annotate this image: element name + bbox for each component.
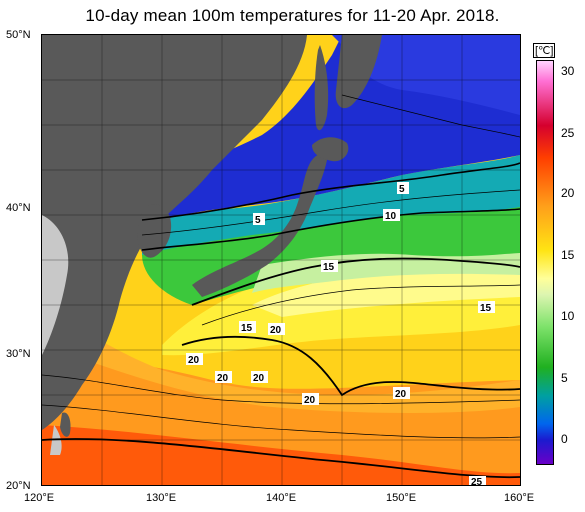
contour-label-20e: 20 bbox=[304, 395, 316, 406]
lat-label-40n: 40°N bbox=[6, 202, 31, 214]
contour-label-20b: 20 bbox=[188, 355, 200, 366]
lon-label-160e: 160°E bbox=[504, 492, 535, 504]
temperature-map: 5 5 10 15 15 15 20 20 20 20 20 20 25 bbox=[41, 34, 521, 486]
continent-land bbox=[42, 35, 307, 430]
lat-label-30n: 30°N bbox=[6, 348, 31, 360]
teal-zone bbox=[142, 155, 520, 255]
taiwan bbox=[60, 412, 71, 437]
contour-label-5a: 5 bbox=[255, 215, 261, 226]
isotherm-10 bbox=[141, 208, 520, 251]
japan-islands bbox=[192, 154, 327, 297]
contour-label-5b: 5 bbox=[399, 184, 405, 195]
contour-label-20d: 20 bbox=[253, 373, 265, 384]
hokkaido bbox=[312, 137, 349, 162]
colorbar-tick-0: 0 bbox=[561, 432, 568, 446]
colorbar-unit-label: [℃] bbox=[533, 43, 556, 58]
isotherm-15 bbox=[191, 257, 520, 306]
contour-label-20f: 20 bbox=[395, 389, 407, 400]
map-title: 10-day mean 100m temperatures for 11-20 … bbox=[85, 6, 500, 25]
isotherm-25 bbox=[42, 438, 520, 479]
colorbar-tick-10: 10 bbox=[561, 309, 575, 323]
contour-label-15c: 15 bbox=[480, 303, 492, 314]
contour-label-15b: 15 bbox=[241, 323, 253, 334]
lon-label-140e: 140°E bbox=[266, 492, 297, 504]
lon-label-150e: 150°E bbox=[386, 492, 417, 504]
contour-label-20a: 20 bbox=[270, 325, 282, 336]
contour-label-20c: 20 bbox=[217, 373, 229, 384]
colorbar-tick-5: 5 bbox=[561, 371, 568, 385]
lon-label-120e: 120°E bbox=[24, 492, 55, 504]
colorbar-tick-25: 25 bbox=[561, 126, 575, 140]
lon-label-130e: 130°E bbox=[146, 492, 177, 504]
colorbar-tick-30: 30 bbox=[561, 64, 575, 78]
sakhalin bbox=[314, 45, 329, 131]
lat-label-20n: 20°N bbox=[6, 480, 31, 492]
colorbar bbox=[536, 60, 554, 465]
isotherm-5 bbox=[141, 162, 520, 221]
kamchatka-coast bbox=[335, 35, 382, 109]
colorbar-tick-20: 20 bbox=[561, 186, 575, 200]
colorbar-tick-15: 15 bbox=[561, 248, 575, 262]
contour-label-25: 25 bbox=[471, 477, 483, 485]
contour-label-10: 10 bbox=[385, 211, 397, 222]
lat-label-50n: 50°N bbox=[6, 29, 31, 41]
isotherm-20 bbox=[181, 335, 520, 397]
contour-label-15a: 15 bbox=[323, 262, 335, 273]
no-data-area bbox=[42, 215, 69, 355]
